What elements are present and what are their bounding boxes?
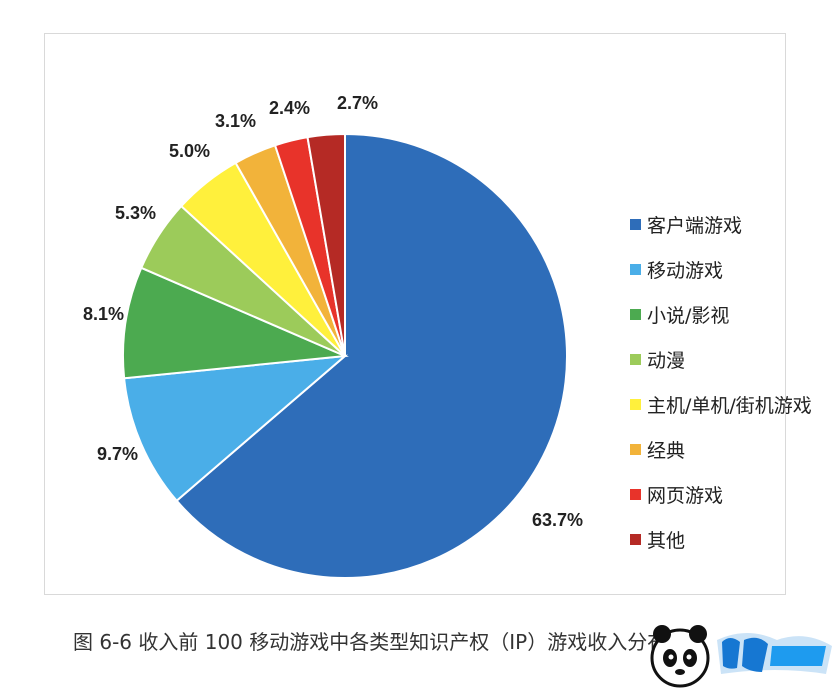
data-label-6: 3.1% [215,111,256,131]
legend-item-1: 客户端游戏 [630,202,812,247]
legend-swatch [630,534,641,545]
legend-label: 动漫 [647,350,686,372]
legend-label: 小说/影视 [647,305,730,327]
legend-label: 主机/单机/街机游戏 [647,395,812,417]
watermark-logo [650,625,832,688]
data-label-5: 5.0% [169,141,210,161]
pie-slice-3 [122,266,349,380]
pie-slice-1 [175,132,568,579]
data-label-7: 2.4% [269,98,310,118]
legend-item-3: 小说/影视 [630,292,812,337]
figure-caption: 图 6-6 收入前 100 移动游戏中各类型知识产权（IP）游戏收入分布 [73,630,668,654]
legend-label: 经典 [647,440,686,462]
chart-frame: 63.7% 9.7% 8.1% 5.3% 5.0% 3.1% 2.4% 2.7% 客户端游戏移… [44,33,812,595]
legend-label: 移动游戏 [647,260,724,282]
legend-item-8: 其他 [630,517,812,562]
pie-chart: 63.7% 9.7% 8.1% 5.3% 5.0%3.1% 2.4% 2.7% [83,93,583,579]
data-label-3: 8.1% [83,304,124,324]
data-label-8: 2.7% [337,93,378,113]
legend-swatch [630,264,641,275]
data-label-2: 9.7% [97,444,138,464]
legend-swatch [630,354,641,365]
legend-label: 其他 [647,530,686,552]
pie-slice-2 [123,354,349,503]
legend-swatch [630,219,641,230]
chart-legend: 客户端游戏移动游戏小说/影视动漫主机/单机/街机游戏 经典网页游戏其他 [630,202,812,562]
legend-item-6: 经典 [630,427,812,472]
pie-slice-8 [306,132,346,357]
data-label-4: 5.3% [115,203,156,223]
legend-swatch [630,399,641,410]
legend-item-5: 主机/单机/街机游戏 [630,382,812,427]
legend-swatch [630,489,641,500]
legend-label: 客户端游戏 [647,215,743,237]
legend-label: 网页游戏 [647,485,724,507]
legend-item-2: 移动游戏 [630,247,812,292]
legend-item-4: 动漫 [630,337,812,382]
legend-item-7: 网页游戏 [630,472,812,517]
legend-swatch [630,309,641,320]
data-label-1: 63.7% [532,510,583,530]
legend-swatch [630,444,641,455]
